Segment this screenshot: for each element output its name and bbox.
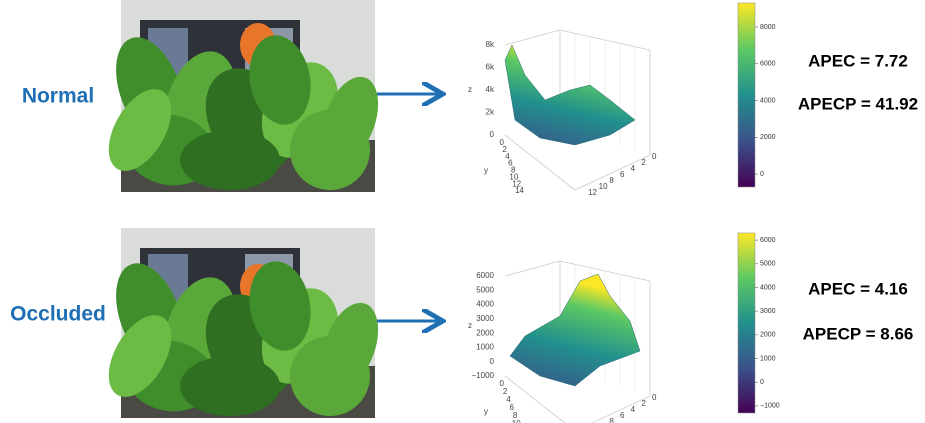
colorbar-tick-label: 0	[760, 171, 764, 178]
colorbar-tick-label: 5000	[760, 261, 776, 268]
photo-leaf	[180, 356, 280, 416]
photo-leaf	[321, 76, 379, 164]
y-axis-label: y	[484, 407, 488, 416]
colorbar-tick-label: 6000	[760, 237, 776, 244]
plot-box-edge	[574, 154, 651, 191]
z-tick-label: 6k	[486, 63, 495, 72]
apec: APEC = 4.16	[808, 279, 908, 298]
surface-plot	[509, 273, 641, 387]
z-tick-label: 4000	[476, 300, 494, 309]
surface-plot	[504, 44, 636, 146]
plot-box-edge	[504, 375, 566, 423]
photo-leaf	[180, 130, 280, 190]
z-tick-label: 8k	[486, 40, 495, 49]
x-tick-label: 6	[620, 411, 625, 420]
colorbar-tick-label: −1000	[760, 403, 780, 410]
x-tick-label: 8	[609, 176, 614, 185]
photo-leaf	[108, 315, 172, 397]
colorbar	[737, 232, 756, 414]
colorbar-tick-label: 1000	[760, 355, 776, 362]
y-tick-label: 8	[513, 411, 518, 420]
photo-leaf	[249, 35, 311, 125]
apecp: APECP = 41.92	[798, 94, 918, 113]
colorbar-tick-label: 2000	[760, 134, 776, 141]
colorbar-tick-label: 4000	[760, 97, 776, 104]
photo-leaf	[321, 302, 379, 390]
z-tick-label: 0	[490, 357, 495, 366]
colorbar-tick-label: 6000	[760, 61, 776, 68]
y-axis-label: y	[484, 166, 488, 175]
y-tick-label: 8	[511, 166, 516, 175]
row-label: Normal	[22, 85, 94, 108]
z-tick-label: 6000	[476, 271, 494, 280]
y-tick-label: 14	[515, 186, 524, 195]
z-axis-label: z	[468, 85, 472, 94]
colorbar-tick-label: 8000	[760, 24, 776, 31]
plot-box-edge	[504, 29, 561, 46]
z-tick-label: 0	[490, 130, 495, 139]
z-tick-label: 2k	[486, 108, 495, 117]
plot-box-edge	[591, 395, 651, 423]
y-tick-label: 10	[512, 419, 521, 423]
y-tick-label: 2	[502, 145, 507, 154]
y-tick-label: 0	[500, 379, 505, 388]
x-tick-label: 2	[641, 158, 646, 167]
y-tick-label: 6	[508, 159, 513, 168]
plot-box-edge	[504, 260, 561, 277]
plot-box-edge	[504, 134, 576, 191]
y-tick-label: 12	[512, 179, 521, 188]
z-tick-label: 4k	[486, 85, 495, 94]
apec: APEC = 7.72	[808, 51, 908, 70]
z-tick-label: 3000	[476, 314, 494, 323]
colorbar-tick-label: 2000	[760, 332, 776, 339]
y-tick-label: 10	[509, 172, 518, 181]
y-tick-label: 4	[506, 395, 511, 404]
x-tick-label: 0	[652, 152, 657, 161]
x-tick-label: 8	[609, 417, 614, 423]
colorbar	[737, 2, 756, 188]
x-tick-label: 10	[599, 182, 608, 191]
row-label: Occluded	[10, 303, 106, 326]
z-tick-label: −1000	[472, 371, 495, 380]
y-tick-label: 0	[500, 138, 505, 147]
photo-leaf	[108, 89, 172, 171]
z-tick-label: 5000	[476, 285, 494, 294]
colorbar-tick-label: 0	[760, 379, 764, 386]
x-tick-label: 12	[588, 188, 597, 197]
apecp: APECP = 8.66	[803, 324, 914, 343]
x-tick-label: 4	[631, 405, 636, 414]
x-tick-label: 0	[652, 393, 657, 402]
z-tick-label: 2000	[476, 328, 494, 337]
z-axis-label: z	[468, 321, 472, 330]
photo-leaf	[249, 261, 311, 351]
x-tick-label: 2	[641, 399, 646, 408]
colorbar-tick-label: 4000	[760, 284, 776, 291]
x-tick-label: 6	[620, 170, 625, 179]
z-tick-label: 1000	[476, 343, 494, 352]
x-tick-label: 4	[631, 164, 636, 173]
colorbar-tick-label: 3000	[760, 308, 776, 315]
y-tick-label: 2	[503, 387, 508, 396]
y-tick-label: 6	[510, 403, 515, 412]
y-tick-label: 4	[505, 152, 510, 161]
